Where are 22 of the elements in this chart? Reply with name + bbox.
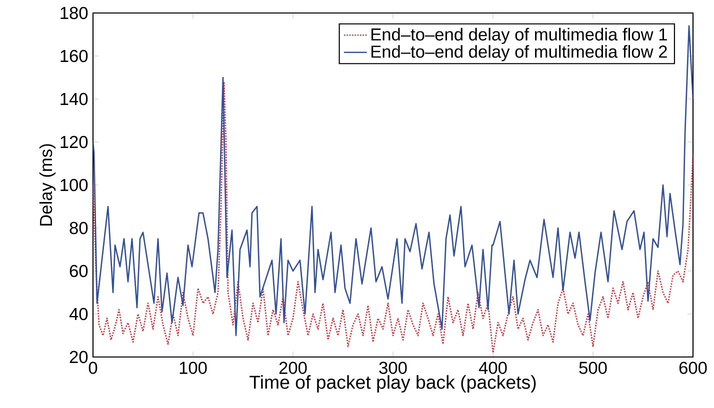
line-series [93,25,694,336]
y-tick-label: 60 [70,264,88,278]
y-tick-label: 80 [70,222,88,234]
x-tick-label: 200 [279,362,307,374]
x-tick-label: 100 [180,362,207,374]
legend-label: End–to–end delay of multimedia flow 1 [371,28,667,44]
y-tick-label: 40 [69,308,88,320]
y-tick-label: 20 [70,350,88,364]
y-axis-title: Delay (ms) [39,144,56,226]
y-tick-label: 140 [60,92,88,106]
x-tick-label: 300 [379,362,407,374]
y-tick-label: 180 [60,6,88,20]
y-tick-label: 100 [60,178,88,192]
x-tick-label: 500 [579,362,607,374]
y-tick-label: 120 [60,136,88,148]
x-axis-title: Time of packet play back (packets) [250,375,536,393]
x-tick-label: 400 [478,362,507,374]
x-tick-label: 0 [88,362,98,374]
line-series [93,81,694,354]
x-tick-label: 600 [679,362,707,374]
legend-label: End–to–end delay of multimedia flow 2 [371,45,667,62]
y-tick-label: 160 [60,50,88,62]
